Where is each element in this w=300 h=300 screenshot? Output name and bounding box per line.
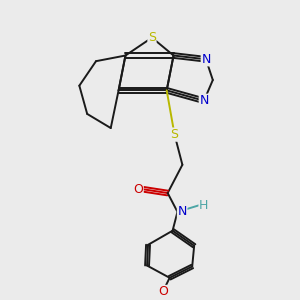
- Text: N: N: [201, 53, 211, 66]
- Text: N: N: [178, 206, 187, 218]
- Text: S: S: [170, 128, 178, 141]
- Text: O: O: [133, 183, 143, 196]
- Text: O: O: [158, 285, 168, 298]
- Text: H: H: [199, 199, 208, 212]
- Text: S: S: [148, 31, 156, 44]
- Text: N: N: [199, 94, 209, 107]
